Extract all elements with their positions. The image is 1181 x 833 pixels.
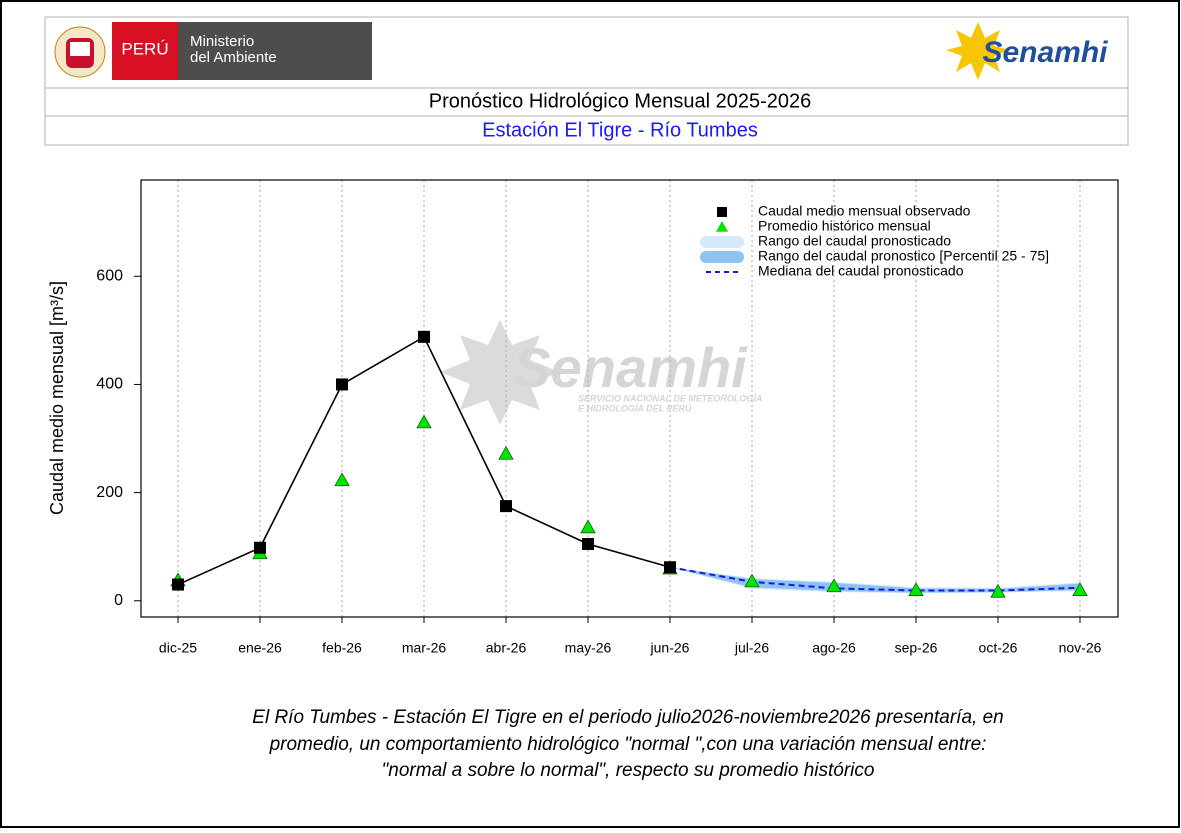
legend-label: Rango del caudal pronosticado [758, 233, 951, 249]
historic-point [334, 472, 350, 487]
median-line [669, 566, 1081, 592]
coat-of-arms [54, 26, 106, 78]
forecast-band [670, 567, 1080, 593]
x-tick-label: oct-26 [979, 640, 1018, 656]
legend-label: Caudal medio mensual observado [758, 203, 971, 219]
observed-point [254, 541, 266, 554]
legend-symbol [700, 236, 744, 248]
x-tick-label: may-26 [565, 640, 612, 656]
historic-point [990, 583, 1006, 598]
observed-point [664, 561, 676, 574]
x-tick-label: nov-26 [1059, 640, 1102, 656]
plot: dic-25 ene-26 feb-26 mar-26 abr-26 may-26 jun-… [96, 179, 1119, 656]
y-tick-label: 0 [114, 592, 123, 609]
legend-symbol [700, 251, 744, 263]
observed-point [172, 578, 184, 591]
country: PERÚ [121, 39, 168, 58]
historic-point [744, 573, 760, 588]
historic-point [826, 578, 842, 593]
watermark: Senamhi SERVICIO NACIONAL DE METEOROLOGÍ… [440, 320, 762, 425]
note-line: "normal a sobre lo normal", respecto su … [382, 760, 875, 781]
ministry: Ministerio [190, 33, 254, 50]
observed-point [500, 500, 512, 513]
legend-symbol [716, 221, 728, 232]
ministry: del Ambiente [190, 49, 277, 66]
legend-label: Rango del caudal pronostico [Percentil 2… [758, 248, 1049, 264]
watermark-text: E HIDROLOGÍA DEL PERÚ [578, 402, 692, 413]
observed-point [336, 378, 348, 391]
x-tick-label: abr-26 [486, 640, 527, 656]
x-tick-label: dic-25 [159, 640, 197, 656]
y-axis-label: Caudal medio mensual [m³/s] [47, 281, 67, 515]
observed-point [582, 537, 594, 550]
x-tick-label: ene-26 [238, 640, 282, 656]
note-line: El Río Tumbes - Estación El Tigre en el … [252, 707, 1003, 728]
legend-label: Promedio histórico mensual [758, 218, 931, 234]
y-tick-label: 200 [96, 484, 123, 501]
historic-point [416, 414, 432, 429]
y-tick-label: 600 [96, 267, 123, 284]
header-box [44, 16, 1129, 146]
legend-label: Mediana del caudal pronosticado [758, 263, 964, 279]
historic-point [580, 519, 596, 534]
historic-point [498, 445, 514, 460]
historic-point [1072, 582, 1088, 596]
title: Pronóstico Hidrológico Mensual 2025-2026 [429, 90, 811, 112]
plot-frame [140, 179, 1119, 618]
x-tick-label: ago-26 [812, 640, 856, 656]
x-tick-label: feb-26 [322, 640, 362, 656]
observed-point [418, 330, 430, 343]
peru-box [112, 22, 178, 80]
y-tick-label: 400 [96, 376, 123, 393]
legend-symbol [717, 207, 727, 217]
sun-logo [946, 22, 1010, 80]
brand: Senamhi [982, 36, 1108, 69]
x-tick-label: sep-26 [895, 640, 938, 656]
note-line: promedio, un comportamiento hidrológico … [269, 734, 987, 755]
historic-point [908, 582, 924, 596]
x-tick-label: mar-26 [402, 640, 447, 656]
x-tick-label: jul-26 [734, 640, 769, 656]
x-tick-label: jun-26 [650, 640, 690, 656]
watermark-brand: Senamhi [513, 336, 748, 399]
subtitle: Estación El Tigre - Río Tumbes [482, 119, 758, 141]
watermark-text: SERVICIO NACIONAL DE METEOROLOGÍA [578, 393, 762, 403]
ministry-box [178, 22, 372, 80]
